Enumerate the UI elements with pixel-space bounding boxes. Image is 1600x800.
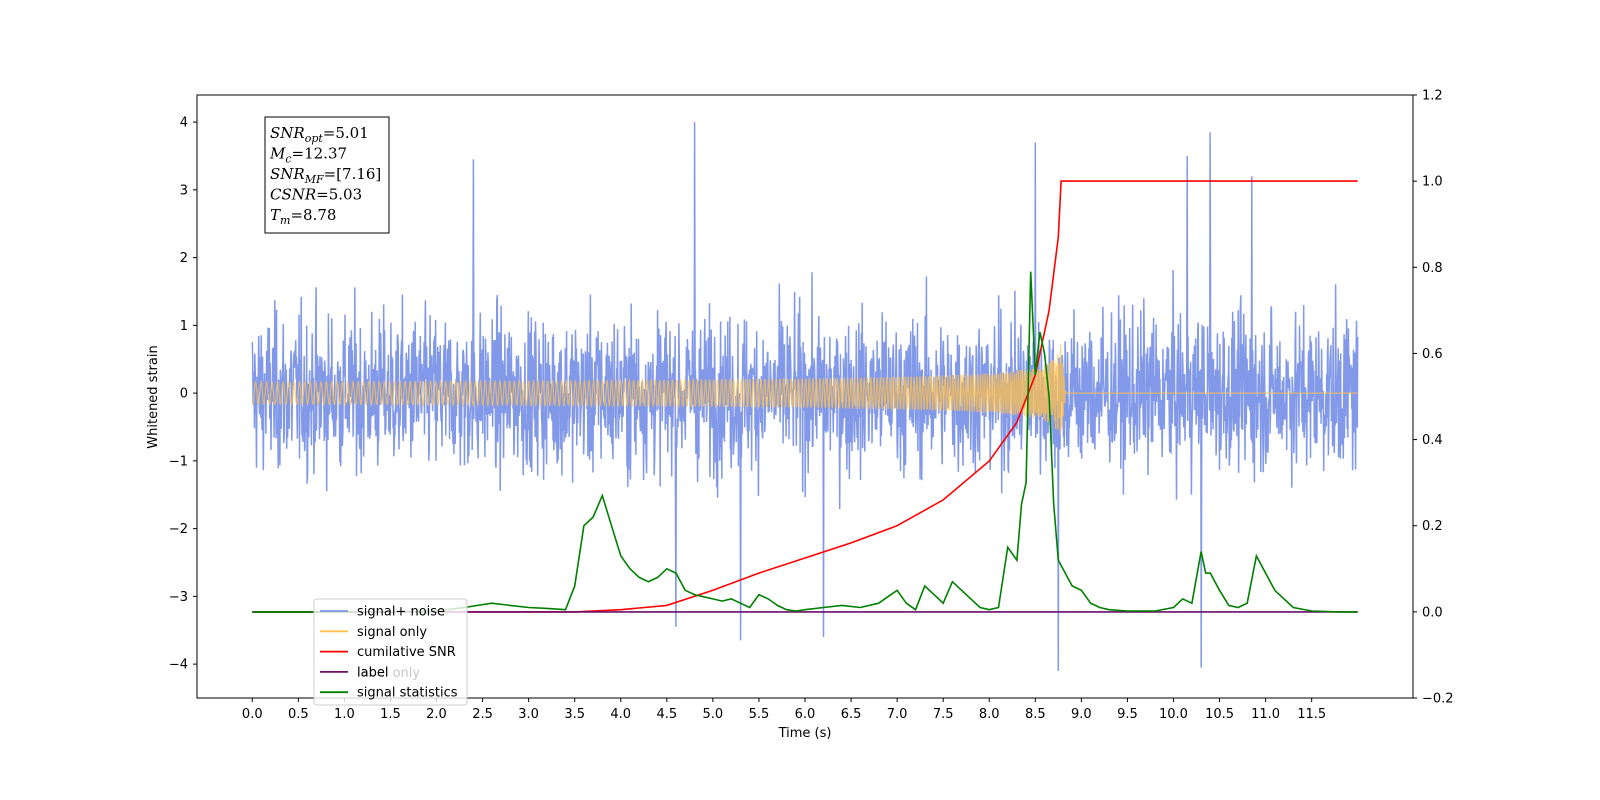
annotation-symbol: SNR xyxy=(270,165,305,183)
annotation-symbol: CSNR xyxy=(270,186,316,204)
annotation-subscript: m xyxy=(280,214,290,227)
series-layer xyxy=(251,122,1359,671)
y-tick-label: 2 xyxy=(180,251,188,266)
x-tick-label: 5.5 xyxy=(749,707,770,722)
legend-label: cumilative SNR xyxy=(357,645,456,660)
annotation-frame xyxy=(264,116,390,234)
x-tick-label: 3.0 xyxy=(518,707,539,722)
y-tick-label: 1 xyxy=(180,319,188,334)
series-cumilative-snr xyxy=(252,180,1358,613)
annotation-value: =12.37 xyxy=(292,145,348,163)
x-tick-label: 3.5 xyxy=(564,707,585,722)
annotation-value: =[7.16] xyxy=(324,165,382,183)
annotation-line: SNRMF=[7.16] xyxy=(270,165,381,186)
annotation-value: =5.01 xyxy=(323,124,369,142)
y-tick-label: −2 xyxy=(169,522,188,537)
legend-label: signal+ noise xyxy=(357,605,445,620)
y2-tick-label: 1.0 xyxy=(1422,175,1443,190)
y2-tick-label: 0.6 xyxy=(1422,347,1443,362)
stats-annotation-box: SNRopt=5.01Mc=12.37SNRMF=[7.16]CSNR=5.03… xyxy=(264,116,390,234)
y2-tick-label: −0.2 xyxy=(1422,692,1454,707)
y2-tick-label: 1.2 xyxy=(1422,89,1443,104)
x-tick-label: 1.0 xyxy=(334,707,355,722)
annotation-symbol: M xyxy=(269,145,286,163)
annotation-subscript: c xyxy=(285,153,291,166)
series-signal-statistics xyxy=(252,271,1358,613)
x-tick-label: 2.0 xyxy=(426,707,447,722)
annotation-line: Tm=8.78 xyxy=(270,206,336,227)
series-signal-only xyxy=(251,345,1358,435)
x-axis-label: Time (s) xyxy=(778,726,832,741)
legend-hidden-label: label only xyxy=(357,666,420,681)
x-tick-label: 4.5 xyxy=(656,707,677,722)
y-tick-label: 3 xyxy=(180,183,188,198)
x-tick-label: 1.5 xyxy=(380,707,401,722)
legend-frame xyxy=(313,598,468,706)
x-tick-label: 5.0 xyxy=(703,707,724,722)
x-tick-label: 4.0 xyxy=(610,707,631,722)
x-tick-label: 11.5 xyxy=(1297,707,1326,722)
y2-tick-label: 0.2 xyxy=(1422,519,1443,534)
x-tick-label: 0.0 xyxy=(242,707,263,722)
annotation-subscript: MF xyxy=(304,173,324,186)
y-tick-label: −3 xyxy=(169,590,188,605)
y-tick-label: 4 xyxy=(180,116,188,131)
y-tick-label: −4 xyxy=(169,658,188,673)
legend-label: label xyxy=(357,665,388,680)
y2-tick-label: 0.0 xyxy=(1422,605,1443,620)
x-tick-label: 9.0 xyxy=(1071,707,1092,722)
y-axis-label: Whitened strain xyxy=(146,345,161,448)
x-tick-label: 6.5 xyxy=(841,707,862,722)
y-tick-label: −1 xyxy=(169,454,188,469)
x-tick-label: 6.0 xyxy=(795,707,816,722)
x-tick-label: 7.5 xyxy=(933,707,954,722)
y-axis-right: 1.2 1.0 0.8 0.6 0.4 0.2 0.0 −0.2 xyxy=(1413,89,1454,707)
x-tick-label: 11.0 xyxy=(1251,707,1280,722)
x-tick-label: 9.5 xyxy=(1117,707,1138,722)
y-tick-label: 0 xyxy=(180,387,188,402)
x-axis: 0.0 0.5 1.0 1.5 2.0 2.5 3.0 3.5 4.0 4.5 5.0 5.5 6.0 6… xyxy=(242,698,1326,722)
y2-tick-label: 0.8 xyxy=(1422,261,1443,276)
x-tick-label: 8.5 xyxy=(1025,707,1046,722)
x-tick-label: 8.0 xyxy=(979,707,1000,722)
legend-label: signal statistics xyxy=(357,686,458,701)
annotation-value: =8.78 xyxy=(290,206,336,224)
annotation-symbol: T xyxy=(270,206,281,224)
annotation-value: =5.03 xyxy=(316,186,362,204)
x-tick-label: 10.5 xyxy=(1205,707,1234,722)
annotation-line: CSNR=5.03 xyxy=(270,186,362,204)
legend: label only signal+ noise signal only cumila… xyxy=(313,598,468,706)
x-tick-label: 7.0 xyxy=(887,707,908,722)
x-tick-label: 0.5 xyxy=(288,707,309,722)
x-tick-label: 2.5 xyxy=(472,707,493,722)
legend-label: signal only xyxy=(357,625,427,640)
annotation-subscript: opt xyxy=(305,132,324,145)
y2-tick-label: 0.4 xyxy=(1422,433,1443,448)
annotation-symbol: SNR xyxy=(270,124,305,142)
x-tick-label: 10.0 xyxy=(1159,707,1188,722)
annotation-line: Mc=12.37 xyxy=(269,145,347,166)
annotation-line: SNRopt=5.01 xyxy=(270,124,369,145)
y-axis-left: 4 3 2 1 0 −1 −2 −3 −4 xyxy=(169,116,197,673)
